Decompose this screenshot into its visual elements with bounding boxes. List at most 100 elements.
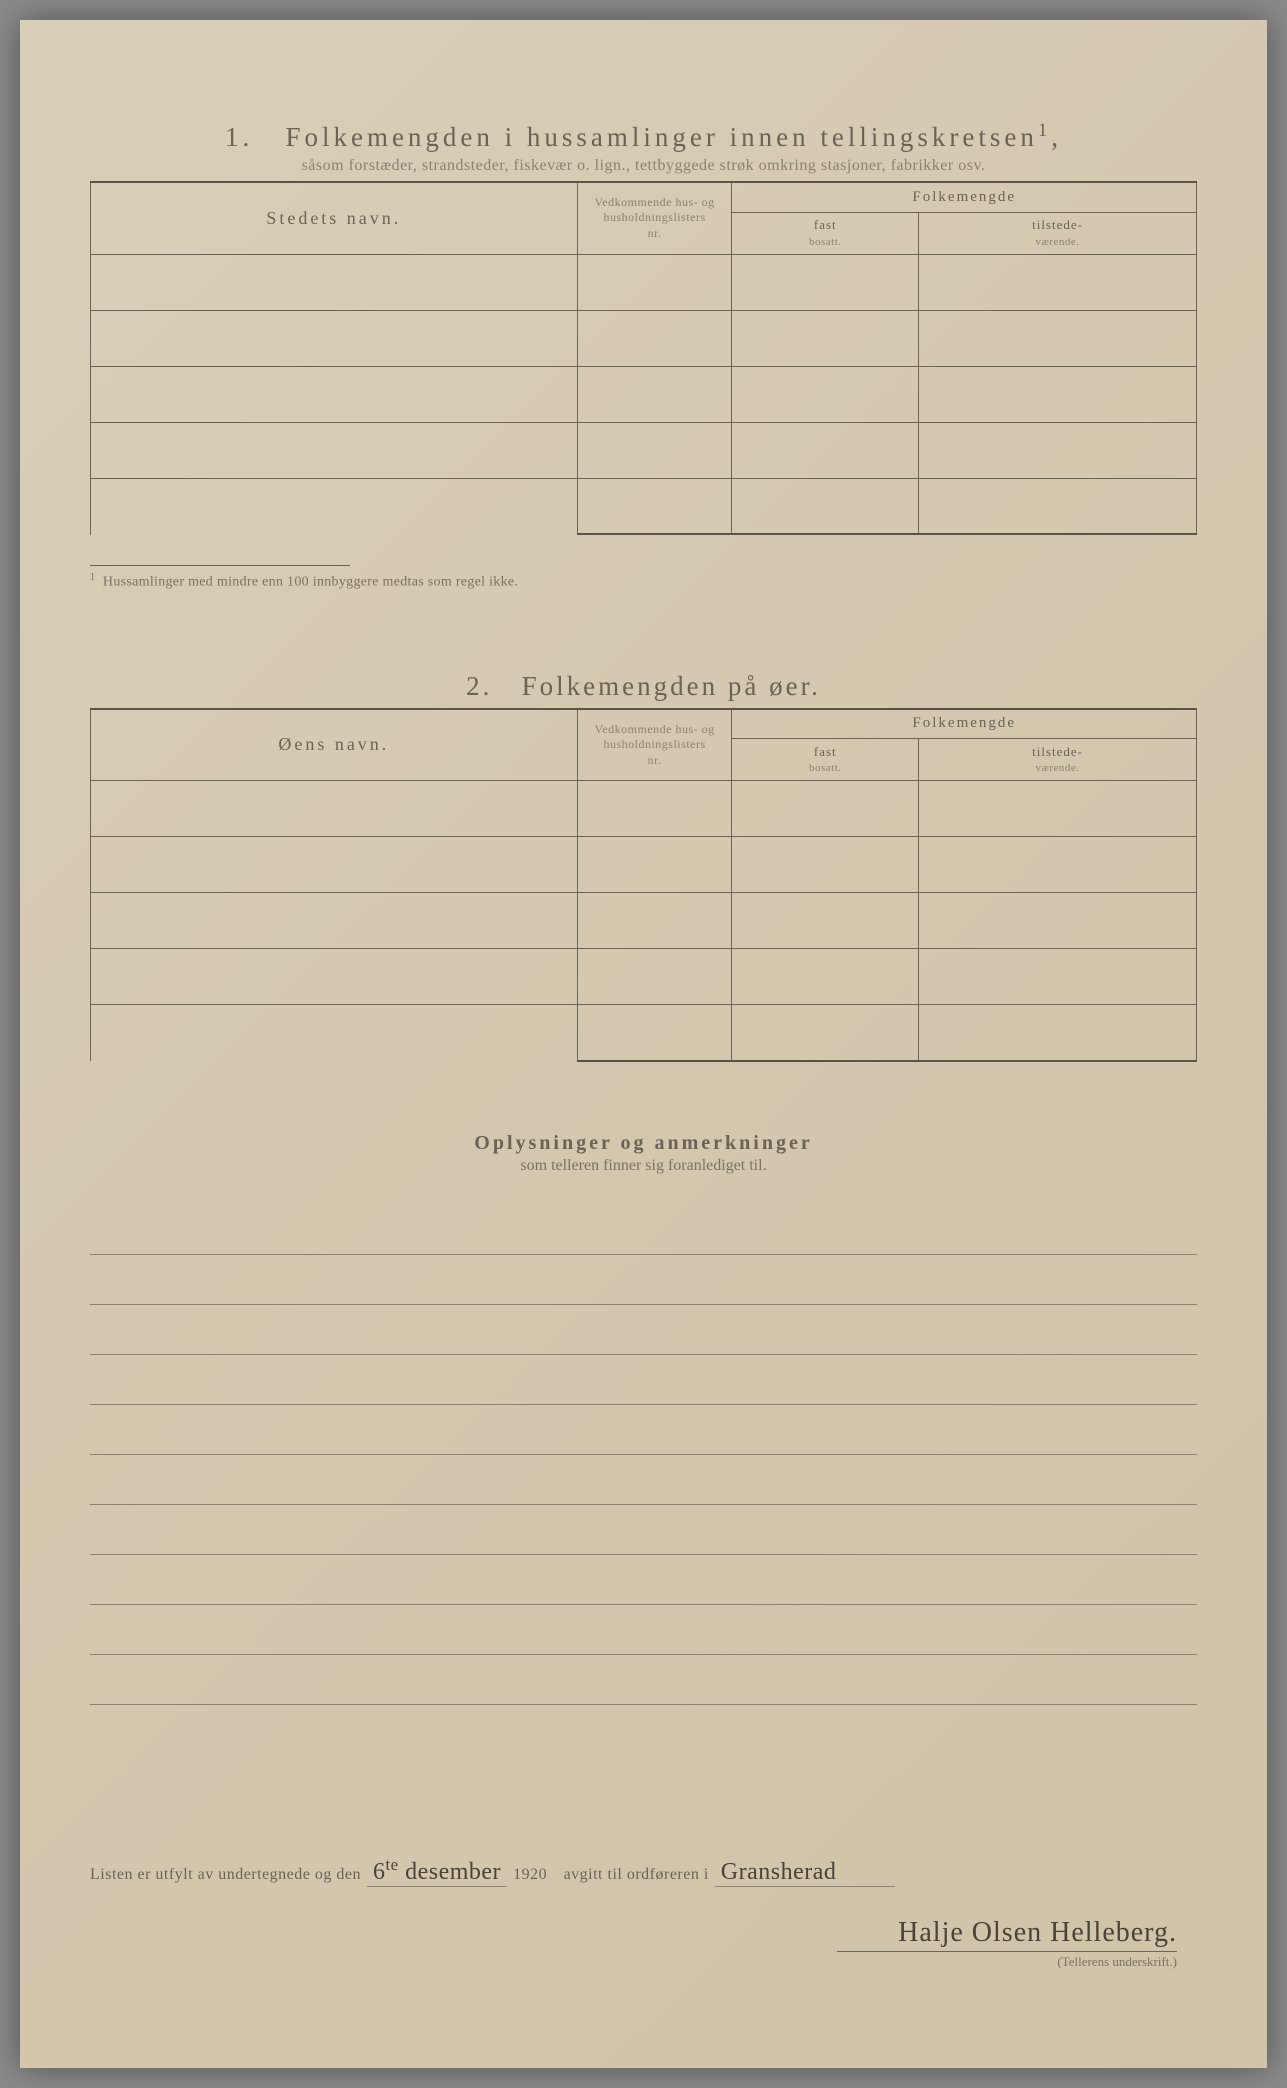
table-cell [732, 254, 919, 310]
signature-block: Halje Olsen Helleberg. (Tellerens unders… [90, 1917, 1197, 1970]
table-cell [919, 478, 1197, 534]
table-cell [91, 478, 578, 534]
attest-text1: Listen er utfylt av undertegnede og den [90, 1866, 361, 1884]
table-cell [919, 893, 1197, 949]
col2-tilstede: tilstede- værende. [919, 739, 1197, 781]
attest-text2: avgitt til ordføreren i [564, 1866, 709, 1884]
section1-subtitle: såsom forstæder, strandsteder, fiskevær … [90, 157, 1197, 175]
table-row [91, 366, 1197, 422]
table-row [91, 1005, 1197, 1061]
section2-table: Øens navn. Vedkommende hus- og husholdni… [90, 708, 1197, 1062]
table-row [91, 422, 1197, 478]
table-cell [919, 310, 1197, 366]
table-cell [732, 893, 919, 949]
remarks-line [90, 1355, 1197, 1405]
col-folkemengde: Folkemengde [732, 182, 1197, 212]
table-cell [577, 949, 732, 1005]
hand-place: Gransherad [715, 1859, 895, 1887]
table-cell [91, 1005, 578, 1061]
col2-nr-line2: husholdningslisters [603, 737, 705, 751]
table-row [91, 478, 1197, 534]
table-cell [919, 781, 1197, 837]
footnote-marker: 1 [90, 572, 95, 583]
section2-body [91, 781, 1197, 1061]
hand-day-sup: te [385, 1855, 398, 1874]
col-listers-nr: Vedkommende hus- og husholdningslisters … [577, 182, 732, 254]
section3-header: Oplysninger og anmerkninger som telleren… [90, 1132, 1197, 1175]
remarks-line [90, 1405, 1197, 1455]
section1-body [91, 254, 1197, 534]
remarks-line [90, 1305, 1197, 1355]
table-row [91, 893, 1197, 949]
remarks-line [90, 1555, 1197, 1605]
table-cell [919, 1005, 1197, 1061]
col-fast-bosatt: fast bosatt. [732, 212, 919, 254]
table-cell [919, 422, 1197, 478]
table-cell [732, 310, 919, 366]
col-nr-line3: nr. [648, 226, 662, 240]
fast-l2: bosatt. [809, 236, 842, 248]
col2-listers-nr: Vedkommende hus- og husholdningslisters … [577, 709, 732, 781]
fast2-l1: fast [814, 744, 837, 759]
col-nr-line2: husholdningslisters [603, 210, 705, 224]
document-page: 1. Folkemengden i hussamlinger innen tel… [20, 20, 1267, 2068]
remarks-line [90, 1655, 1197, 1705]
table-cell [577, 478, 732, 534]
footnote-rule [90, 565, 350, 566]
table-cell [919, 254, 1197, 310]
table-cell [732, 781, 919, 837]
section1-title-text: Folkemengden i hussamlinger innen tellin… [285, 122, 1051, 152]
til-l1: tilstede- [1032, 217, 1083, 232]
table-cell [732, 478, 919, 534]
col2-nr-line3: nr. [648, 753, 662, 767]
section1-header: 1. Folkemengden i hussamlinger innen tel… [90, 120, 1197, 175]
col-stedets-navn: Stedets navn. [91, 182, 578, 254]
table-cell [91, 422, 578, 478]
table-cell [732, 422, 919, 478]
table-cell [732, 837, 919, 893]
signature-name: Halje Olsen Helleberg. [90, 1917, 1177, 1949]
table-cell [919, 949, 1197, 1005]
table-row [91, 781, 1197, 837]
table-cell [91, 837, 578, 893]
footnote: 1 Hussamlinger med mindre enn 100 innbyg… [90, 572, 1197, 591]
table-cell [577, 422, 732, 478]
table-cell [91, 949, 578, 1005]
section3-subtitle: som telleren finner sig foranlediget til… [90, 1157, 1197, 1175]
col-oens-navn: Øens navn. [91, 709, 578, 781]
section1-number: 1. [225, 122, 253, 152]
til-l2: værende. [1036, 236, 1080, 248]
table-row [91, 837, 1197, 893]
year: 1920 [513, 1866, 547, 1884]
section2-header: 2. Folkemengden på øer. [90, 671, 1197, 702]
col-nr-line1: Vedkommende hus- og [594, 195, 714, 209]
table-cell [577, 781, 732, 837]
table-cell [91, 366, 578, 422]
remarks-lines [90, 1205, 1197, 1705]
hand-day: 6 [373, 1859, 386, 1885]
table-cell [577, 366, 732, 422]
remarks-line [90, 1205, 1197, 1255]
fast-l1: fast [814, 217, 837, 232]
hand-month: desember [405, 1859, 501, 1885]
section2-title: Folkemengden på øer. [522, 671, 821, 701]
remarks-line [90, 1505, 1197, 1555]
table-cell [577, 837, 732, 893]
table-cell [577, 310, 732, 366]
remarks-line [90, 1605, 1197, 1655]
section1-title: 1. Folkemengden i hussamlinger innen tel… [90, 120, 1197, 153]
table-cell [91, 781, 578, 837]
footnote-text: Hussamlinger med mindre enn 100 innbygge… [103, 575, 518, 590]
col2-fast-bosatt: fast bosatt. [732, 739, 919, 781]
attestation-line: Listen er utfylt av undertegnede og den … [90, 1855, 1197, 1887]
table-cell [577, 893, 732, 949]
table-cell [919, 366, 1197, 422]
table-cell [91, 893, 578, 949]
table-cell [91, 310, 578, 366]
table-cell [577, 254, 732, 310]
table-row [91, 310, 1197, 366]
table-cell [732, 949, 919, 1005]
table-cell [91, 254, 578, 310]
section2-number: 2. [466, 671, 492, 701]
til2-l1: tilstede- [1032, 744, 1083, 759]
